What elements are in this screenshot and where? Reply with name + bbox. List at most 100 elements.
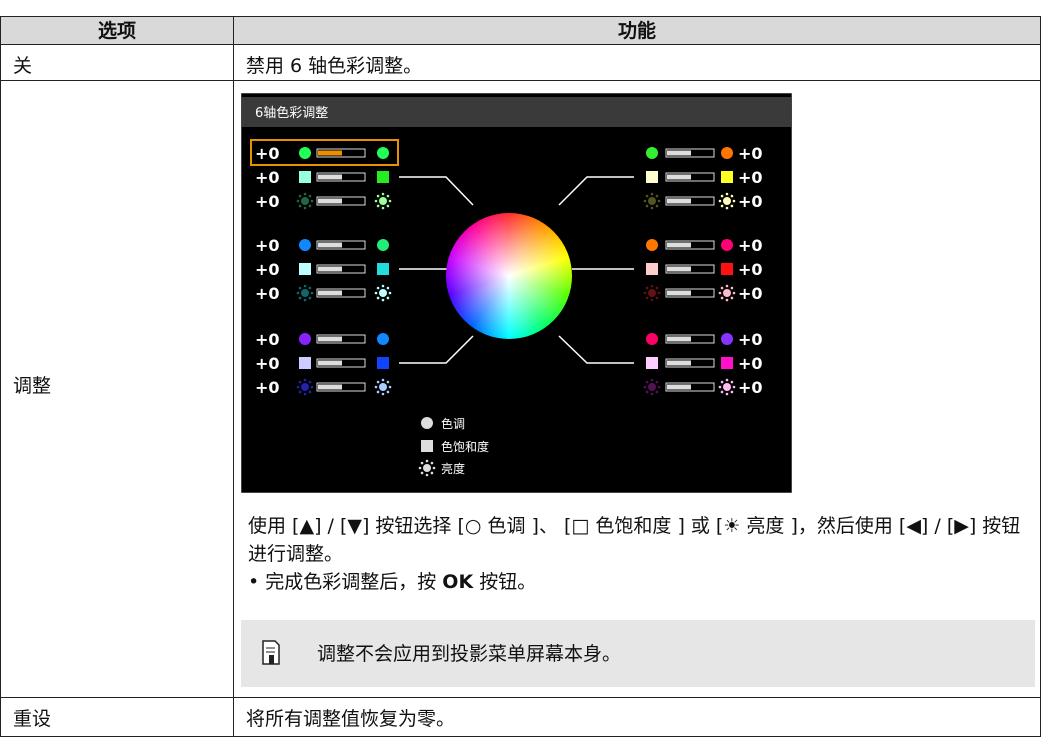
- value: +0: [255, 378, 280, 397]
- brightness-ray: [655, 194, 659, 198]
- value: +0: [738, 192, 763, 211]
- value: +0: [255, 354, 280, 373]
- saturation-icon: [299, 171, 311, 183]
- instructions: 使用 [▲] / [▼] 按钮选择 [○ 色调 ]、 [□ 色饱和度 ] 或 […: [248, 515, 1021, 565]
- value: +0: [255, 260, 280, 279]
- slider-fill: [667, 266, 691, 272]
- slider-fill: [318, 198, 342, 204]
- brightness-icon: [379, 197, 387, 205]
- saturation-icon: [299, 357, 311, 369]
- selection: [250, 139, 399, 166]
- value: +0: [738, 354, 763, 373]
- brightness-ray: [645, 286, 649, 290]
- brightness-ray: [303, 298, 307, 302]
- brightness-ray: [645, 380, 649, 384]
- text: 按钮。: [473, 571, 537, 593]
- slider-fill: [318, 360, 342, 366]
- brightness-ray: [381, 206, 385, 210]
- function-cell: 将所有调整值恢复为零。: [233, 697, 1041, 737]
- hue-icon: [377, 239, 389, 251]
- brightness-ray: [720, 286, 724, 290]
- hue-icon: [721, 147, 733, 159]
- brightness-ray: [381, 392, 385, 396]
- value: +0: [738, 330, 763, 349]
- slider-fill: [318, 150, 342, 156]
- brightness-ray: [381, 298, 385, 302]
- brightness-ray: [643, 291, 647, 295]
- saturation-icon: [721, 171, 733, 183]
- value: +0: [738, 284, 763, 303]
- brightness-ray: [718, 385, 722, 389]
- saturation-icon: [646, 263, 658, 275]
- slider-fill: [318, 174, 342, 180]
- brightness-ray: [645, 204, 649, 208]
- brightness-ray: [730, 390, 734, 394]
- brightness-ray: [374, 291, 378, 295]
- hue-icon: [299, 239, 311, 251]
- brightness-icon: [723, 197, 731, 205]
- saturation-icon: [721, 357, 733, 369]
- brightness-ray: [296, 385, 300, 389]
- brightness-ray: [296, 199, 300, 203]
- brightness-ray: [298, 194, 302, 198]
- brightness-ray: [725, 298, 729, 302]
- brightness-icon: [723, 289, 731, 297]
- brightness-ray: [720, 380, 724, 384]
- brightness-ray: [650, 298, 654, 302]
- brightness-ray: [425, 473, 429, 477]
- brightness-ray: [374, 385, 378, 389]
- brightness-ray: [732, 291, 736, 295]
- function-cell: 禁用 6 轴色彩调整。: [233, 44, 1041, 81]
- slider-fill: [667, 198, 691, 204]
- brightness-icon: [648, 383, 656, 391]
- brightness-icon: [301, 197, 309, 205]
- brightness-ray: [308, 380, 312, 384]
- saturation-icon: [377, 263, 389, 275]
- brightness-ray: [725, 284, 729, 288]
- menu-screenshot: 6轴色彩调整 +0 +0 +0 +0 +0 +0 +0 +0 +0 +0 +0 +0 +0 +0 +0 +0 +…: [241, 93, 792, 493]
- brightness-ray: [655, 380, 659, 384]
- value: +0: [738, 168, 763, 187]
- hue-icon: [646, 147, 658, 159]
- brightness-ray: [308, 296, 312, 300]
- brightness-ray: [386, 286, 390, 290]
- brightness-ray: [376, 286, 380, 290]
- color-wheel: [446, 213, 572, 339]
- hue-icon: [721, 333, 733, 345]
- brightness-ray: [725, 192, 729, 196]
- brightness-ray: [643, 199, 647, 203]
- saturation-icon: [646, 357, 658, 369]
- brightness-ray: [432, 466, 436, 470]
- value: +0: [255, 330, 280, 349]
- hue-icon: [299, 333, 311, 345]
- brightness-ray: [730, 204, 734, 208]
- brightness-ray: [298, 296, 302, 300]
- brightness-ray: [308, 194, 312, 198]
- slider-fill: [667, 384, 691, 390]
- value: +0: [255, 168, 280, 187]
- legend-label: 亮度: [441, 461, 465, 476]
- brightness-ray: [650, 378, 654, 382]
- brightness-icon: [379, 289, 387, 297]
- brightness-ray: [657, 199, 661, 203]
- brightness-ray: [420, 471, 424, 475]
- option-cell: 调整: [0, 80, 234, 698]
- brightness-ray: [298, 380, 302, 384]
- brightness-ray: [645, 296, 649, 300]
- brightness-ray: [386, 296, 390, 300]
- brightness-ray: [386, 390, 390, 394]
- brightness-ray: [376, 390, 380, 394]
- hue-icon: [421, 417, 433, 429]
- slider-fill: [667, 242, 691, 248]
- brightness-ray: [657, 291, 661, 295]
- screen-title: 6轴色彩调整: [255, 105, 328, 121]
- brightness-ray: [418, 466, 422, 470]
- brightness-ray: [430, 471, 434, 475]
- brightness-ray: [303, 392, 307, 396]
- value: +0: [738, 144, 763, 163]
- legend-label: 色调: [441, 417, 465, 431]
- brightness-ray: [720, 204, 724, 208]
- brightness-ray: [303, 378, 307, 382]
- value: +0: [255, 192, 280, 211]
